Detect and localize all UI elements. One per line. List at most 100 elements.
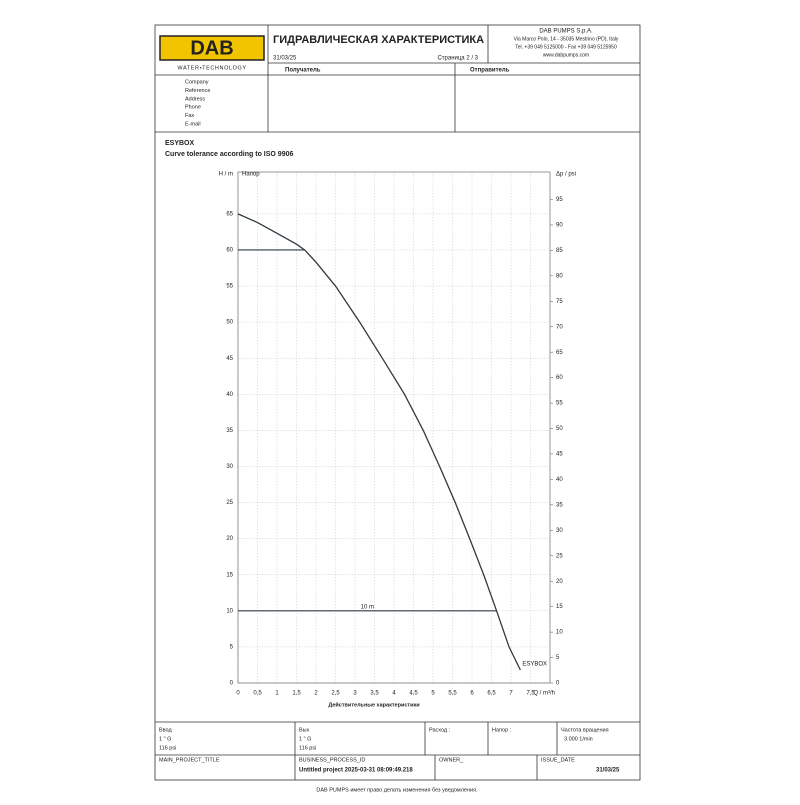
y2-tick-label: 70: [556, 324, 563, 330]
y2-tick-label: 55: [556, 401, 563, 407]
company-line: DAB PUMPS S.p.A.: [539, 29, 593, 35]
y2-tick-label: 95: [556, 197, 563, 203]
field-label: Company: [185, 79, 209, 85]
y-axis-label: H / m: [219, 172, 233, 178]
x-axis-label: Q / m³/h: [533, 691, 555, 697]
field-label: Address: [185, 96, 205, 102]
frame: [154, 24, 641, 781]
y2-tick-label: 40: [556, 477, 563, 483]
x-tick-label: 2,5: [331, 691, 340, 697]
logo: DAB: [190, 37, 233, 59]
x-tick-label: 6,5: [487, 691, 496, 697]
y2-tick-label: 25: [556, 553, 563, 559]
y2-tick-label: 35: [556, 502, 563, 508]
y-tick-label: 20: [226, 536, 233, 542]
x-tick-label: 7: [509, 691, 513, 697]
specs: Ввод 1 " G 116 psi Вых 1 " G 116 psi Расход : Н…: [159, 727, 609, 751]
series-label: ESYBOX: [522, 662, 547, 668]
y-tick-label: 55: [226, 284, 233, 290]
recipient: Получатель: [285, 68, 321, 74]
y2-tick-label: 10: [556, 630, 563, 636]
spec-value: 3.000 1/min: [564, 736, 593, 742]
y2-tick-label: 30: [556, 528, 563, 534]
y-tick-label: 40: [226, 392, 233, 398]
x-tick-label: 4: [392, 691, 396, 697]
y2-tick-label: 45: [556, 452, 563, 458]
tolerance-label: 10 m: [361, 604, 374, 610]
y2-tick-label: 85: [556, 248, 563, 254]
y-tick-label: 25: [226, 500, 233, 506]
logo-sub: WATER•TECHNOLOGY: [177, 65, 246, 71]
y-tick-label: 15: [226, 572, 233, 578]
spec-label: Частота вращения: [561, 727, 609, 733]
logo-box: [159, 35, 265, 61]
spec-value: 1 " G: [159, 736, 171, 742]
spec-value: 116 psi: [159, 745, 176, 751]
y2-tick-label: 5: [556, 655, 560, 661]
date: 31/03/25: [273, 56, 297, 62]
y-tick-label: 10: [226, 608, 233, 614]
y-tick-label: 50: [226, 320, 233, 326]
plot-frame: [237, 171, 551, 684]
issue-value: 31/03/25: [596, 768, 620, 774]
x-tick-label: 6: [470, 691, 474, 697]
y2-tick-label: 75: [556, 299, 563, 305]
spec-label: Расход :: [429, 727, 451, 733]
field-label: Fax: [185, 113, 194, 119]
y2-tick-label: 90: [556, 223, 563, 229]
y2-tick-label: 0: [556, 681, 560, 687]
field-label: Phone: [185, 105, 201, 111]
x-tick-label: 4,5: [409, 691, 418, 697]
y-tick-label: 65: [226, 211, 233, 217]
y-tick-label: 60: [226, 248, 233, 254]
company-line: Tel. +39 049 5125000 - Fax +39 049 51259…: [515, 44, 617, 50]
spec-label: Вых: [299, 727, 310, 733]
x-tick-label: 5: [431, 691, 435, 697]
y-tick-label: 35: [226, 428, 233, 434]
doc-title: ГИДРАВЛИЧЕСКАЯ ХАРАКТЕРИСТИКА: [273, 34, 484, 46]
subtitle: Curve tolerance according to ISO 9906: [165, 151, 293, 158]
y2-axis-label: Δp / psi: [556, 172, 576, 178]
x-tick-label: 0: [236, 691, 240, 697]
y-axis-inner-label: Напор: [242, 172, 260, 178]
y-tick-label: 5: [230, 644, 234, 650]
x-tick-label: 7,5: [526, 691, 535, 697]
process-label: BUSINESS_PROCESS_ID: [299, 757, 365, 763]
field-label: E-mail: [185, 121, 201, 127]
spec-value: 116 psi: [299, 745, 316, 751]
process-value: Untitled project 2025-03-31 08:09:49.218: [299, 768, 413, 774]
project-title: MAIN_PROJECT_TITLE: [159, 757, 220, 763]
x-tick-label: 3: [353, 691, 357, 697]
x-tick-label: 0,5: [253, 691, 262, 697]
curve: [237, 213, 521, 671]
company-line: Via Marco Polo, 14 - 35035 Mestrino (PD)…: [514, 36, 619, 42]
x-tick-label: 1: [275, 691, 279, 697]
y2-tick-label: 15: [556, 604, 563, 610]
spec-label: Напор :: [492, 727, 512, 733]
owner: OWNER_: [439, 757, 464, 763]
x-caption: Действительные характеристики: [328, 701, 419, 708]
y2-tick-label: 20: [556, 579, 563, 585]
y2-tick-label: 65: [556, 350, 563, 356]
footer: DAB PUMPS имеет право делать изменения б…: [316, 787, 478, 793]
sender: Отправитель: [470, 68, 510, 74]
product: ESYBOX: [165, 140, 195, 147]
x-tick-label: 3,5: [370, 691, 379, 697]
page-number: Страница 2 / 3: [437, 56, 478, 62]
y-tick-label: 0: [230, 681, 234, 687]
issue-label: ISSUE_DATE: [541, 757, 575, 763]
y-tick-label: 45: [226, 356, 233, 362]
x-tick-label: 2: [314, 691, 318, 697]
y-tick-label: 30: [226, 464, 233, 470]
x-tick-label: 1,5: [292, 691, 301, 697]
y2-tick-label: 50: [556, 426, 563, 432]
field-label: Reference: [185, 88, 210, 94]
company-line: www.dabpumps.com: [543, 52, 589, 58]
x-tick-label: 5,5: [448, 691, 457, 697]
fields: Company Reference Address Phone Fax E-mail: [185, 79, 210, 127]
spec-value: 1 " G: [299, 736, 311, 742]
spec-label: Ввод: [159, 727, 172, 733]
chart: 0 0,5 1 1,5 2 2,5 3 3,5 4 4,5 5 5,5 6 6,5 7 7,5 0 5 10 15 20…: [219, 172, 576, 709]
